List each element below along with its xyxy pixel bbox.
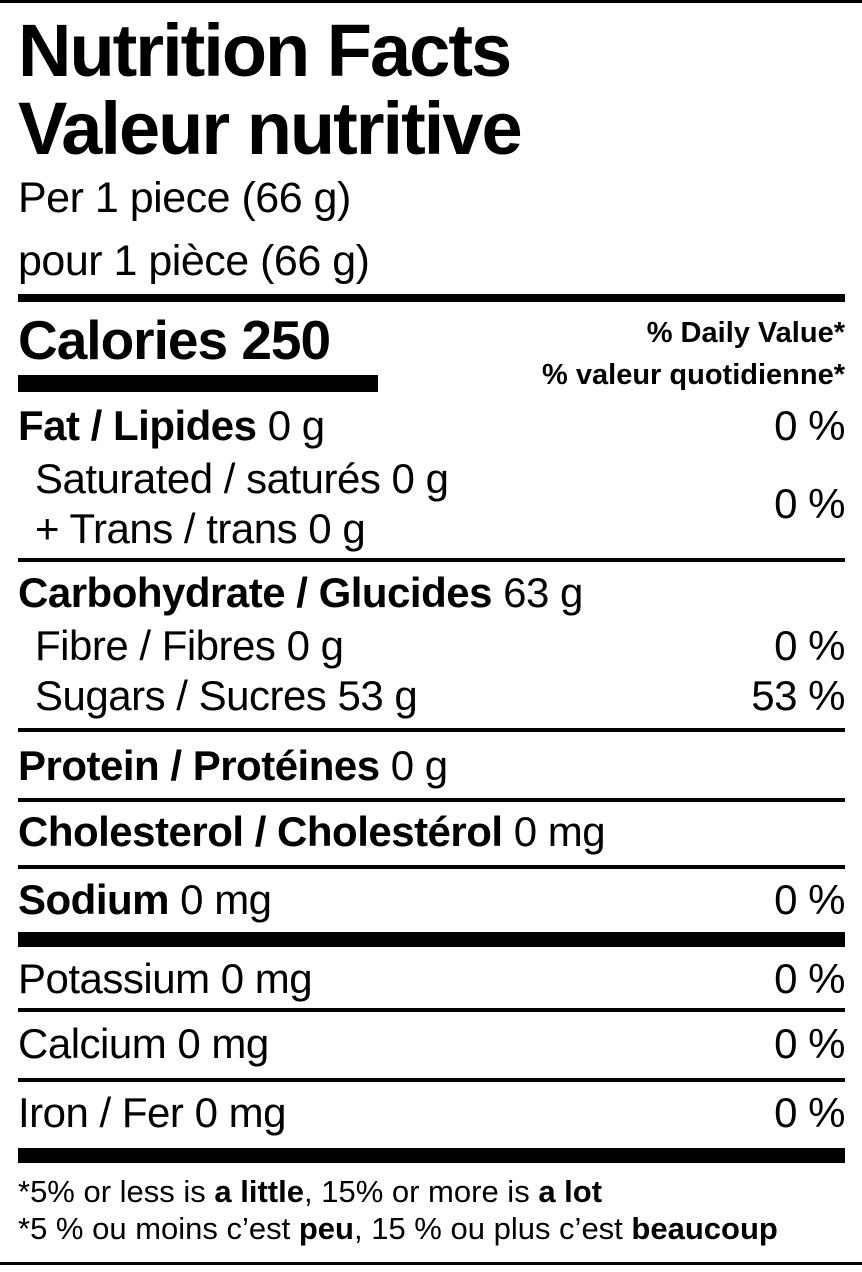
top-border-line [0, 0, 862, 3]
calories-value: Calories 250 [18, 312, 378, 368]
potassium-name: Potassium 0 mg [18, 955, 313, 1002]
calories-row: Calories 250 % Daily Value* % valeur quo… [18, 312, 845, 396]
calcium-daily-value: 0 % [774, 1020, 845, 1067]
cholesterol-name: Cholesterol / Cholestérol 0 mg [18, 808, 606, 855]
sugars-daily-value: 53 % [751, 672, 845, 719]
calories-number: 250 [241, 309, 331, 371]
row-iron: Iron / Fer 0 mg 0 % [18, 1092, 845, 1134]
separator-line [18, 1008, 845, 1012]
sugars-name: Sugars / Sucres 53 g [35, 672, 418, 719]
separator-line [18, 798, 845, 802]
row-cholesterol: Cholesterol / Cholestérol 0 mg [18, 811, 845, 853]
bottom-border-line [0, 1262, 862, 1265]
footnote-french: *5 % ou moins c’est peu, 15 % ou plus c’… [18, 1211, 778, 1246]
potassium-daily-value: 0 % [774, 955, 845, 1002]
calories-underline-bar [18, 375, 378, 392]
row-fat: Fat / Lipides 0 g 0 % [18, 405, 845, 447]
daily-value-header-english: % Daily Value* [646, 317, 845, 349]
row-saturated-trans: Saturated / saturés 0 g + Trans / trans … [18, 454, 845, 554]
thick-divider-bar [18, 932, 845, 947]
separator-medium [18, 294, 845, 302]
trans-name: + Trans / trans 0 g [35, 505, 366, 552]
separator-line [18, 865, 845, 869]
fat-name: Fat / Lipides 0 g [18, 402, 325, 449]
title-french: Valeur nutritive [18, 87, 523, 170]
calories-label: Calories [18, 309, 228, 371]
daily-value-header-french: % valeur quotidienne* [542, 359, 845, 391]
saturated-name: Saturated / saturés 0 g [35, 455, 449, 502]
protein-name: Protein / Protéines 0 g [18, 742, 448, 789]
row-carbohydrate: Carbohydrate / Glucides 63 g [18, 572, 845, 614]
separator-line [18, 728, 845, 732]
row-sugars: Sugars / Sucres 53 g 53 % [18, 675, 845, 717]
separator-line [18, 558, 845, 562]
daily-value-header: % Daily Value* % valeur quotidienne* [542, 312, 845, 396]
calories-block: Calories 250 [18, 312, 378, 392]
sodium-name: Sodium 0 mg [18, 876, 272, 923]
iron-daily-value: 0 % [774, 1089, 845, 1136]
fibre-daily-value: 0 % [774, 622, 845, 669]
row-fibre: Fibre / Fibres 0 g 0 % [18, 625, 845, 667]
sodium-daily-value: 0 % [774, 876, 845, 923]
iron-name: Iron / Fer 0 mg [18, 1089, 286, 1136]
label-content: Nutrition Facts Valeur nutritive Per 1 p… [18, 9, 845, 1246]
calcium-name: Calcium 0 mg [18, 1020, 269, 1067]
row-potassium: Potassium 0 mg 0 % [18, 958, 845, 1000]
fibre-name: Fibre / Fibres 0 g [35, 622, 344, 669]
carbohydrate-name: Carbohydrate / Glucides 63 g [18, 569, 583, 616]
fat-daily-value: 0 % [774, 402, 845, 449]
separator-line [18, 1078, 845, 1082]
row-calcium: Calcium 0 mg 0 % [18, 1023, 845, 1065]
row-protein: Protein / Protéines 0 g [18, 745, 845, 787]
row-sodium: Sodium 0 mg 0 % [18, 879, 845, 921]
serving-size-english: Per 1 piece (66 g) [18, 174, 351, 222]
footnote-english: *5% or less is a little, 15% or more is … [18, 1174, 603, 1209]
saturated-trans-names: Saturated / saturés 0 g + Trans / trans … [18, 454, 449, 554]
title-english: Nutrition Facts [18, 9, 512, 92]
serving-size-french: pour 1 pièce (66 g) [18, 237, 370, 285]
thick-divider-bar [18, 1148, 845, 1163]
saturated-trans-daily-value: 0 % [774, 480, 845, 527]
